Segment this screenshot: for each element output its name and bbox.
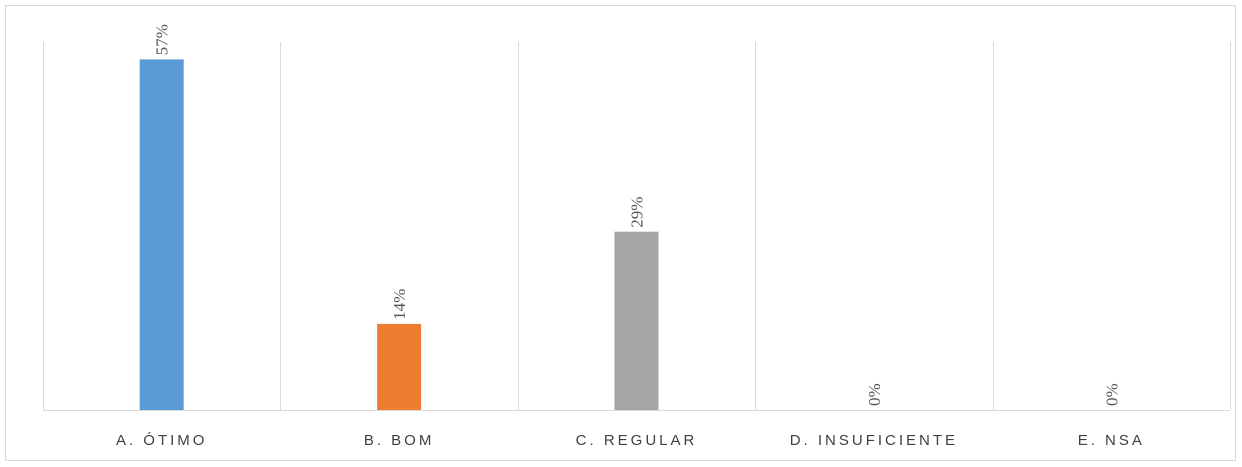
x-tick-label: C. REGULAR [576, 432, 698, 449]
grid-layer [43, 42, 1231, 411]
data-label: 14% [390, 289, 409, 320]
bar [139, 59, 184, 411]
data-labels-layer: 57% 14% 29% 0% 0% [153, 24, 1122, 406]
data-label: 29% [628, 197, 647, 228]
x-tick-label: E. NSA [1078, 432, 1145, 449]
x-tick-label: B. BOM [364, 432, 435, 449]
x-tick-label: A. ÓTIMO [116, 432, 208, 449]
x-axis-tick-labels: A. ÓTIMO B. BOM C. REGULAR D. INSUFICIENTE E… [116, 432, 1145, 449]
bars-layer [139, 59, 659, 411]
bar [614, 231, 659, 410]
data-label: 57% [153, 24, 172, 55]
data-label: 0% [865, 383, 884, 406]
bar [377, 323, 422, 410]
x-tick-label: D. INSUFICIENTE [790, 432, 958, 449]
data-label: 0% [1102, 383, 1121, 406]
